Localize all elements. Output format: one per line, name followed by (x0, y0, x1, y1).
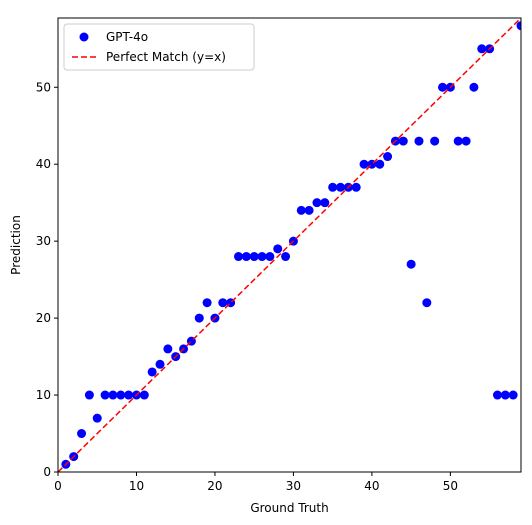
scatter-point (351, 182, 361, 192)
scatter-point (312, 198, 322, 208)
scatter-point (116, 390, 126, 400)
reference-line-y-equals-x (58, 18, 521, 472)
scatter-point (336, 182, 346, 192)
scatter-point (383, 152, 393, 162)
scatter-point (124, 390, 134, 400)
y-tick-label: 30 (36, 234, 51, 248)
scatter-point (281, 252, 291, 262)
x-tick-label: 20 (207, 479, 222, 493)
y-tick-label: 20 (36, 311, 51, 325)
scatter-point (453, 136, 463, 146)
scatter-point (194, 313, 204, 323)
scatter-point (265, 252, 275, 262)
scatter-point (155, 359, 165, 369)
legend-box (63, 23, 255, 71)
x-tick-label: 0 (54, 479, 62, 493)
scatter-point (320, 198, 330, 208)
scatter-point (249, 252, 259, 262)
scatter-point (77, 429, 87, 439)
x-tick-label: 30 (286, 479, 301, 493)
scatter-point (461, 136, 471, 146)
scatter-point (218, 298, 228, 308)
scatter-point (163, 344, 173, 354)
scatter-point (430, 136, 440, 146)
scatter-point (233, 252, 243, 262)
scatter-point (508, 390, 518, 400)
x-axis-label: Ground Truth (250, 501, 328, 515)
scatter-point (328, 182, 338, 192)
scatter-point (273, 244, 283, 254)
legend-marker-scatter (79, 32, 89, 42)
y-tick-label: 10 (36, 388, 51, 402)
scatter-point (147, 367, 157, 377)
x-tick-label: 50 (443, 479, 458, 493)
scatter-point (414, 136, 424, 146)
legend-entry-label: GPT-4o (106, 30, 148, 44)
scatter-point (406, 259, 416, 269)
scatter-point (477, 44, 487, 54)
scatter-point (359, 159, 369, 169)
plot-marks (58, 18, 521, 472)
scatter-point (296, 205, 306, 215)
scatter-point (241, 252, 251, 262)
scatter-point (84, 390, 94, 400)
scatter-point (108, 390, 118, 400)
scatter-point (492, 390, 502, 400)
scatter-point (304, 205, 314, 215)
y-tick-label: 50 (36, 80, 51, 94)
x-tick-label: 40 (364, 479, 379, 493)
scatter-point (500, 390, 510, 400)
scatter-point (516, 21, 521, 31)
y-tick-label: 40 (36, 157, 51, 171)
scatter-point (202, 298, 212, 308)
axes: 0 10 20 30 40 50 0 10 20 30 40 50 Ground Truth Predic… (9, 17, 522, 515)
y-axis-label: Prediction (9, 215, 23, 275)
scatter-point (257, 252, 267, 262)
legend: GPT-4o Perfect Match (y=x) (63, 23, 255, 71)
legend-entry-label: Perfect Match (y=x) (106, 50, 226, 64)
scatter-point (139, 390, 149, 400)
scatter-point (92, 413, 102, 423)
scatter-point (375, 159, 385, 169)
scatter-point (469, 82, 479, 92)
scatter-point (422, 298, 432, 308)
scatter-point (100, 390, 110, 400)
x-tick-label: 10 (129, 479, 144, 493)
y-tick-label: 0 (43, 465, 51, 479)
plot-frame (57, 17, 522, 473)
plot-area (58, 18, 521, 472)
scatter-point (438, 82, 448, 92)
scatter-point (398, 136, 408, 146)
